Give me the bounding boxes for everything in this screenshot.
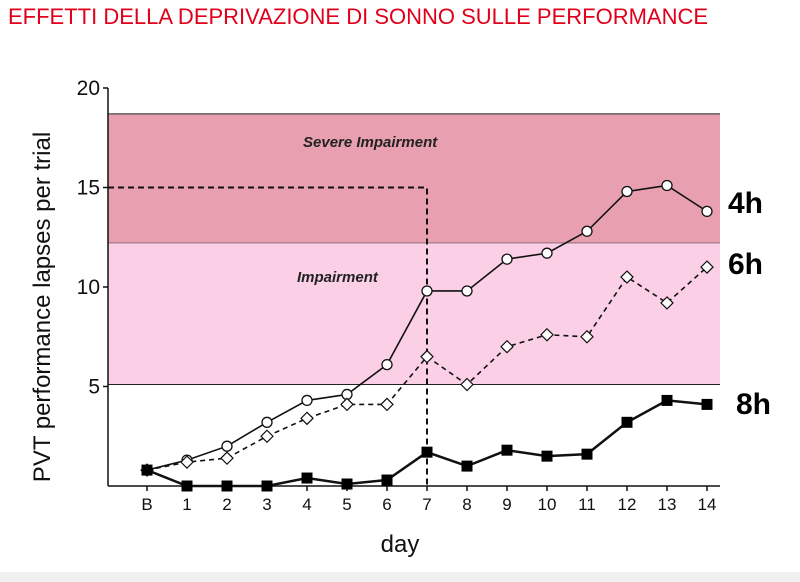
y-axis-label: PVT performance lapses per trial: [29, 132, 56, 482]
point-4h-4: [301, 394, 313, 407]
point-4h-12: [621, 185, 633, 198]
x-axis-label: day: [381, 531, 420, 558]
x-tick-label-13: 13: [658, 495, 677, 514]
x-tick-label-12: 12: [618, 495, 637, 514]
point-6h-4: [300, 411, 314, 426]
point-6h-2: [220, 451, 234, 465]
point-6h-5: [340, 397, 354, 412]
impairment-zones: Severe Impairment Impairment: [108, 113, 720, 386]
point-8h-3: [261, 480, 273, 492]
point-4h-13: [661, 179, 673, 192]
point-8h-12: [621, 416, 633, 428]
point-6h-14: [700, 260, 714, 274]
point-6h-13: [660, 296, 674, 310]
point-8h-13: [661, 394, 673, 406]
x-tick-label-3: 3: [262, 495, 271, 514]
point-4h-14: [701, 205, 713, 218]
point-4h-11: [581, 225, 593, 237]
point-6h-1: [180, 455, 194, 469]
x-tick-label-7: 7: [422, 495, 431, 514]
point-6h-12: [620, 270, 634, 284]
x-tick-label-14: 14: [698, 495, 717, 514]
x-tick-label-5: 5: [342, 495, 351, 514]
point-4h-8: [461, 285, 473, 297]
x-tick-label-6: 6: [382, 495, 391, 514]
series-label-6h: 6h: [728, 248, 763, 281]
severe-impairment-zone-label: Severe Impairment: [303, 134, 438, 151]
point-8h-11: [581, 448, 593, 460]
point-6h-9: [500, 339, 514, 354]
impairment-zone-label: Impairment: [297, 269, 379, 286]
point-8h-5: [341, 478, 353, 490]
series-label-8h: 8h: [736, 388, 771, 421]
point-6h-6: [380, 397, 394, 412]
x-tick-label-11: 11: [578, 495, 596, 514]
y-tick-label-10: 10: [77, 276, 100, 299]
point-6h-10: [540, 327, 554, 342]
point-8h-7: [421, 446, 433, 458]
footer-bar: [0, 572, 800, 582]
point-4h-7: [421, 285, 433, 297]
point-8h-1: [181, 480, 193, 492]
chart-labels: 4h 6h 8h: [728, 187, 771, 421]
x-tick-label-2: 2: [222, 495, 231, 514]
point-8h-B: [141, 464, 153, 476]
point-4h-6: [381, 358, 393, 371]
x-tick-label-1: 1: [182, 495, 191, 514]
point-6h-11: [580, 329, 594, 344]
point-8h-6: [381, 474, 393, 486]
point-6h-7: [420, 349, 434, 364]
y-tick-label-15: 15: [77, 177, 100, 200]
point-4h-10: [541, 247, 553, 259]
point-4h-2: [221, 440, 233, 452]
point-6h-3: [260, 429, 274, 444]
series-label-4h: 4h: [728, 187, 763, 220]
point-8h-10: [541, 450, 553, 462]
data-series: [140, 179, 714, 492]
x-tick-label-4: 4: [302, 495, 311, 514]
x-tick-label-8: 8: [462, 495, 471, 514]
x-tick-label-10: 10: [538, 495, 557, 514]
point-4h-3: [261, 416, 273, 428]
page-title: EFFETTI DELLA DEPRIVAZIONE DI SONNO SULL…: [8, 4, 709, 29]
point-6h-8: [460, 377, 474, 392]
x-tick-label-9: 9: [502, 495, 511, 514]
point-8h-8: [461, 460, 473, 472]
point-4h-9: [501, 253, 513, 265]
severe-impairment-zone: [108, 113, 720, 244]
point-8h-4: [301, 472, 313, 484]
x-tick-label-B: B: [141, 495, 152, 514]
point-8h-14: [701, 398, 713, 410]
y-tick-label-5: 5: [88, 376, 100, 399]
point-8h-2: [221, 480, 233, 492]
point-8h-9: [501, 444, 513, 456]
y-tick-label-20: 20: [77, 77, 100, 100]
